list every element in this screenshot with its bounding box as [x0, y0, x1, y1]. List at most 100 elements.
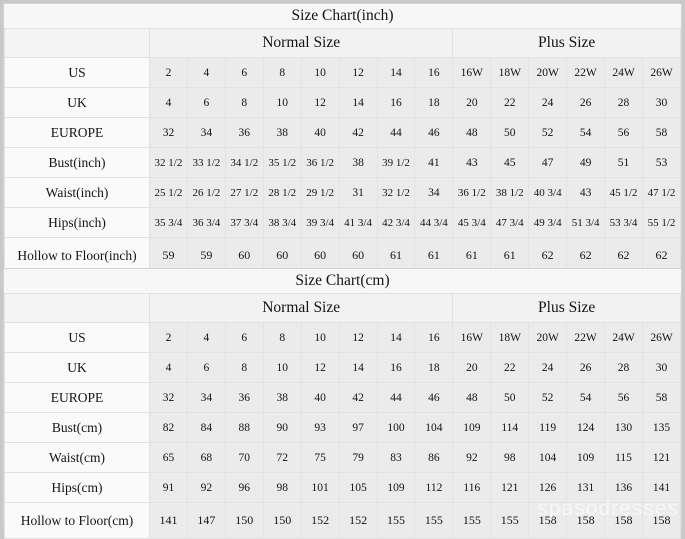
- data-cell: 158: [641, 502, 682, 539]
- data-cell: 20: [452, 352, 492, 383]
- data-cell: 43: [452, 147, 492, 178]
- data-cell: 8: [224, 87, 264, 118]
- data-cell: 49: [566, 147, 606, 178]
- table-row: Hollow to Floor(inch) 59 59 60 60 60 60 61 61 61 6…: [4, 237, 682, 274]
- data-cell: 14: [338, 87, 378, 118]
- data-cell: 50: [490, 117, 530, 148]
- data-cell: 68: [186, 442, 226, 473]
- group-header-plus-size: Plus Size: [452, 28, 681, 58]
- row-label: Waist(inch): [4, 177, 150, 208]
- data-cell: 44 3/4: [414, 207, 454, 238]
- data-cell: 4: [186, 57, 226, 88]
- data-cell: 115: [604, 442, 643, 473]
- data-cell: 26W: [641, 322, 682, 353]
- data-cell: 34: [414, 177, 454, 208]
- data-cell: 155: [414, 502, 454, 539]
- data-cell: 43: [566, 177, 606, 208]
- size-table-inch-body: Size Chart(inch) Normal Size Plus Size US 2 4…: [4, 4, 682, 274]
- data-cell: 141: [641, 472, 682, 503]
- data-cell: 14: [376, 57, 416, 88]
- data-cell: 147: [186, 502, 226, 539]
- data-cell: 92: [186, 472, 226, 503]
- data-cell: 150: [224, 502, 264, 539]
- data-cell: 28: [604, 352, 643, 383]
- data-cell: 119: [528, 412, 568, 443]
- data-cell: 105: [338, 472, 378, 503]
- data-cell: 121: [490, 472, 530, 503]
- data-cell: 8: [262, 57, 302, 88]
- data-cell: 33 1/2: [186, 147, 226, 178]
- data-cell: 104: [528, 442, 568, 473]
- data-cell: 35 3/4: [149, 207, 188, 238]
- table-row: Waist(cm) 65 68 70 72 75 79 83 86 92 98 104 109 115 12…: [4, 442, 682, 473]
- data-cell: 27 1/2: [224, 177, 264, 208]
- size-chart-inch: Size Chart(inch) Normal Size Plus Size US 2 4…: [3, 3, 682, 274]
- data-cell: 56: [604, 382, 643, 413]
- data-cell: 131: [566, 472, 606, 503]
- data-cell: 126: [528, 472, 568, 503]
- data-cell: 62: [528, 237, 568, 274]
- data-cell: 10: [262, 87, 302, 118]
- data-cell: 20: [452, 87, 492, 118]
- table-row: EUROPE 32 34 36 38 40 42 44 46 48 50 52 54 56 58: [4, 117, 682, 148]
- row-label: Hollow to Floor(cm): [4, 502, 150, 539]
- size-table-cm-body: Size Chart(cm) Normal Size Plus Size US 2 4 6 8…: [4, 269, 682, 539]
- row-label: Hips(cm): [4, 472, 150, 503]
- data-cell: 42: [338, 117, 378, 148]
- data-cell: 12: [300, 352, 340, 383]
- table-row: Waist(inch) 25 1/2 26 1/2 27 1/2 28 1/2 29 1/…: [4, 177, 682, 208]
- data-cell: 101: [300, 472, 340, 503]
- row-label: Waist(cm): [4, 442, 150, 473]
- data-cell: 32 1/2: [376, 177, 416, 208]
- data-cell: 62: [566, 237, 606, 274]
- data-cell: 61: [490, 237, 530, 274]
- data-cell: 41: [414, 147, 454, 178]
- data-cell: 52: [528, 117, 568, 148]
- data-cell: 30: [641, 352, 682, 383]
- data-cell: 12: [338, 322, 378, 353]
- data-cell: 26W: [641, 57, 682, 88]
- data-cell: 158: [566, 502, 606, 539]
- table-row: US 2 4 6 8 10 12 14 16 16W 18W 20W 22W 24W 26W: [4, 57, 682, 88]
- group-header-row: Normal Size Plus Size: [4, 293, 681, 323]
- data-cell: 97: [338, 412, 378, 443]
- data-cell: 38: [262, 117, 302, 148]
- table-row: US 2 4 6 8 10 12 14 16 16W 18W 20W 22W 24W 26W: [4, 322, 682, 353]
- group-header-normal-size: Normal Size: [148, 28, 454, 58]
- data-cell: 16: [376, 352, 416, 383]
- data-cell: 54: [566, 117, 606, 148]
- data-cell: 82: [149, 412, 188, 443]
- data-cell: 52: [528, 382, 568, 413]
- data-cell: 10: [300, 57, 340, 88]
- data-cell: 152: [300, 502, 340, 539]
- data-cell: 4: [149, 352, 188, 383]
- data-cell: 16W: [452, 322, 492, 353]
- table-row: UK 4 6 8 10 12 14 16 18 20 22 24 26 28 30: [4, 87, 682, 118]
- data-cell: 47 3/4: [490, 207, 530, 238]
- data-cell: 47 1/2: [641, 177, 682, 208]
- table-row: Hips(inch) 35 3/4 36 3/4 37 3/4 38 3/4 39 3/4…: [4, 207, 682, 238]
- data-cell: 124: [566, 412, 606, 443]
- data-cell: 155: [376, 502, 416, 539]
- data-cell: 51 3/4: [566, 207, 606, 238]
- data-cell: 58: [641, 382, 682, 413]
- data-cell: 36: [224, 117, 264, 148]
- data-cell: 26 1/2: [186, 177, 226, 208]
- data-cell: 60: [300, 237, 340, 274]
- data-cell: 12: [300, 87, 340, 118]
- data-cell: 20W: [528, 322, 568, 353]
- data-cell: 16: [414, 322, 454, 353]
- data-cell: 10: [262, 352, 302, 383]
- data-cell: 150: [262, 502, 302, 539]
- data-cell: 24: [528, 352, 568, 383]
- data-cell: 96: [224, 472, 264, 503]
- data-cell: 6: [224, 57, 264, 88]
- data-cell: 24W: [604, 57, 643, 88]
- data-cell: 10: [300, 322, 340, 353]
- data-cell: 26: [566, 352, 606, 383]
- data-cell: 34: [186, 382, 226, 413]
- data-cell: 34: [186, 117, 226, 148]
- data-cell: 25 1/2: [149, 177, 188, 208]
- data-cell: 36 1/2: [452, 177, 492, 208]
- data-cell: 18W: [490, 322, 530, 353]
